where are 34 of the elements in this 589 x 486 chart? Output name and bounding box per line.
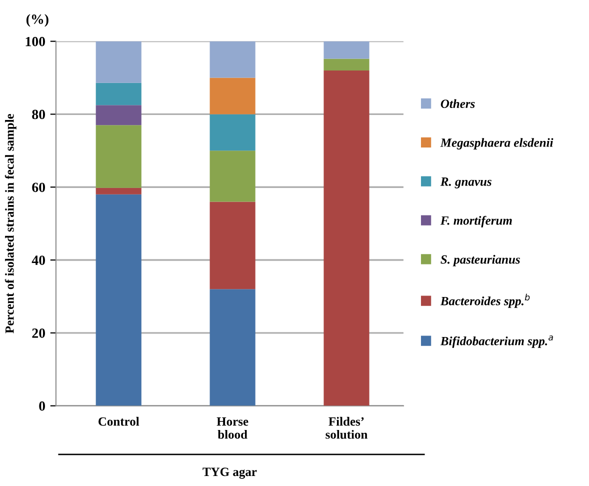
legend-label: S. pasteurianus xyxy=(440,254,520,266)
y-axis-title: Percent of isolated strains in fecal sample xyxy=(4,114,16,334)
bar xyxy=(96,41,142,83)
y-tick-label: 80 xyxy=(32,110,46,120)
legend-label: Bifidobacterium spp.$^{a}$ xyxy=(440,335,553,348)
bar xyxy=(210,41,256,78)
bar xyxy=(96,188,142,194)
x-axis-title: TYG agar xyxy=(202,468,257,479)
legend-label: R. gnavus xyxy=(440,178,492,188)
legend-label: Megasphaera elsdenii xyxy=(440,138,554,150)
x-tick-label: Fildes’ solution xyxy=(326,416,368,439)
y-tick-label: 60 xyxy=(32,182,46,192)
bar xyxy=(96,82,142,106)
bar xyxy=(210,78,256,114)
text: (%) xyxy=(26,14,48,27)
bar xyxy=(210,150,256,202)
bar xyxy=(96,125,142,188)
y-tick-label: 0 xyxy=(39,401,46,411)
y-tick-label: 40 xyxy=(32,256,46,265)
bar xyxy=(324,41,370,59)
bar xyxy=(324,70,370,406)
bar xyxy=(96,105,142,126)
x-tick-label: Control xyxy=(98,416,140,426)
legend-label: Others xyxy=(440,99,475,108)
y-tick-label: 20 xyxy=(32,328,46,338)
legend-label: Bacteroides spp.$^{b}$ xyxy=(440,294,530,308)
bar xyxy=(96,194,142,406)
bar xyxy=(210,114,256,151)
bar xyxy=(324,58,370,70)
bar xyxy=(210,289,256,406)
legend-label: F. mortiferum xyxy=(440,216,512,228)
y-tick-label: 100 xyxy=(26,36,46,46)
x-tick-label: Horse blood xyxy=(216,417,248,439)
bar xyxy=(210,202,256,290)
